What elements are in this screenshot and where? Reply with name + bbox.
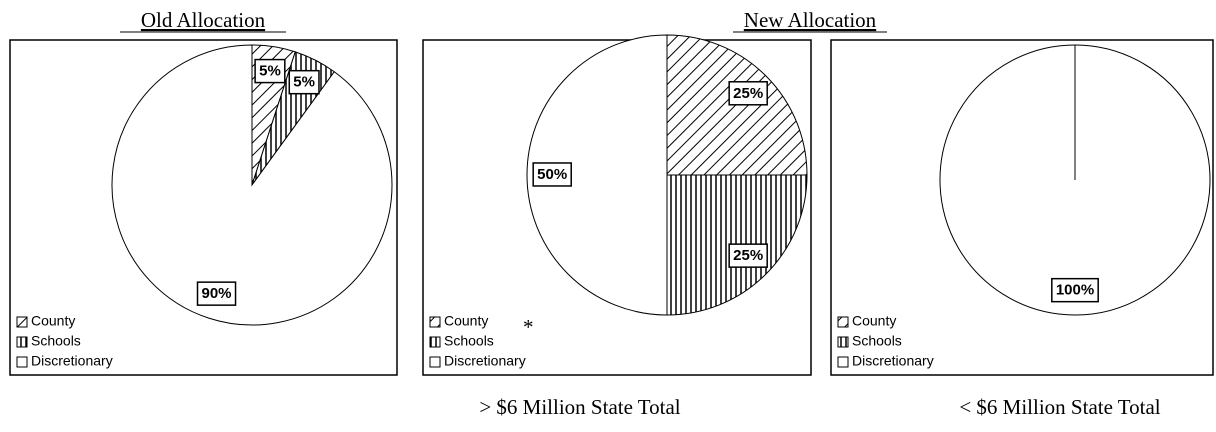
data-label-box [254,58,286,84]
legend-label: Schools [852,333,902,349]
data-label-box [532,162,572,187]
data-label-box [196,281,237,306]
legend-swatch [16,316,28,328]
legend-swatch [16,356,28,368]
legend-label: County [852,313,896,329]
data-label-box [728,81,768,106]
legend-label: Schools [31,333,81,349]
data-label: 5% [293,74,315,91]
legend-label: Schools [444,333,494,349]
caption: > $6 Million State Total [479,395,680,419]
annotation: * [523,315,534,339]
pie-slice [526,34,668,316]
data-label-box [728,243,768,268]
data-label-box [288,69,320,95]
legend-label: County [31,313,75,329]
legend-label: County [444,313,488,329]
heading: Old Allocation [141,8,266,32]
legend-swatch [429,356,441,368]
legend-swatch [837,316,849,328]
legend-swatch [837,336,849,348]
data-label: 100% [1056,282,1094,299]
data-label-box [1051,277,1099,303]
legend-swatch [429,336,441,348]
data-label: 5% [259,63,281,80]
caption: < $6 Million State Total [959,395,1160,419]
data-label: 25% [733,247,763,264]
legend-label: Discretionary [852,353,934,369]
data-label: 25% [733,85,763,102]
legend-swatch [429,316,441,328]
heading: New Allocation [744,8,877,32]
data-label: 50% [537,166,567,183]
legend-swatch [16,336,28,348]
data-label: 90% [202,285,232,302]
legend-swatch [837,356,849,368]
pie-slice [111,44,393,326]
legend-label: Discretionary [444,353,526,369]
legend-label: Discretionary [31,353,113,369]
